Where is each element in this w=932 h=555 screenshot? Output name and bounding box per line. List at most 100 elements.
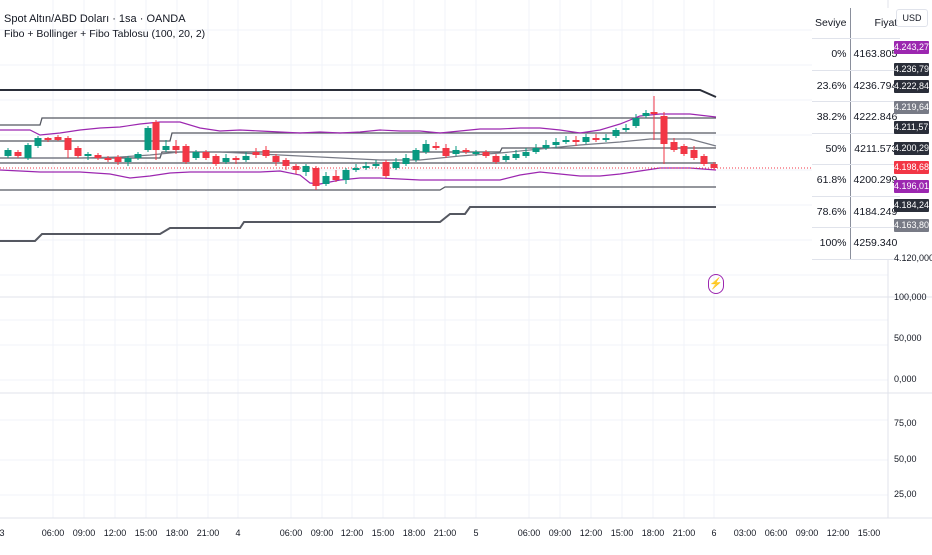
candle-body bbox=[114, 157, 122, 162]
candle-body bbox=[302, 166, 310, 172]
candle-body bbox=[402, 158, 410, 164]
lightning-icon[interactable]: ⚡ bbox=[708, 274, 724, 294]
price-tag[interactable]: 4.243,273 bbox=[894, 41, 932, 54]
time-axis-label[interactable]: 18:00 bbox=[641, 528, 665, 538]
time-axis-label[interactable]: 4 bbox=[235, 528, 241, 538]
fibo-line-50 bbox=[0, 147, 716, 159]
time-axis-label[interactable]: 06:00 bbox=[279, 528, 303, 538]
fibo-table: Seviye Fiyat 0% 4163.805 23.6% 4236.794 38… bbox=[812, 8, 901, 260]
fibo-level: 50% bbox=[812, 133, 851, 165]
candle-body bbox=[392, 162, 400, 168]
time-axis-label[interactable]: 03:00 bbox=[733, 528, 757, 538]
chart-legend[interactable]: Spot Altın/ABD Doları · 1sa · OANDA Fibo… bbox=[4, 12, 205, 42]
candle-body bbox=[332, 176, 340, 180]
time-axis-label[interactable]: 06:00 bbox=[41, 528, 65, 538]
time-axis-label[interactable]: 06:00 bbox=[764, 528, 788, 538]
candle-body bbox=[452, 150, 460, 154]
candle-body bbox=[462, 150, 470, 152]
time-axis-label[interactable]: 12:00 bbox=[103, 528, 127, 538]
time-axis-label[interactable]: 3 bbox=[0, 528, 5, 538]
price-tag[interactable]: 4.198,685 bbox=[894, 161, 932, 174]
pane3-axis-label[interactable]: 25,00 bbox=[894, 489, 917, 499]
fibo-row: 50% 4211.573 bbox=[812, 133, 901, 165]
fibo-line-top bbox=[0, 89, 717, 98]
candle-body bbox=[382, 162, 390, 176]
price-tag[interactable]: 4.184,249 bbox=[894, 199, 932, 212]
indicator-title[interactable]: Fibo + Bollinger + Fibo Tablosu (100, 20… bbox=[4, 28, 206, 40]
time-axis-label[interactable]: 15:00 bbox=[857, 528, 881, 538]
pane2-axis-label[interactable]: 50,000 bbox=[894, 333, 922, 343]
time-axis-label[interactable]: 21:00 bbox=[196, 528, 220, 538]
candle-body bbox=[282, 160, 290, 166]
candle-body bbox=[710, 164, 718, 168]
time-axis-label[interactable]: 21:00 bbox=[672, 528, 696, 538]
candle-body bbox=[582, 137, 590, 142]
currency-button[interactable]: USD bbox=[896, 9, 928, 27]
pane3-axis-label[interactable]: 75,00 bbox=[894, 418, 917, 428]
price-tag[interactable]: 4.222,846 bbox=[894, 80, 932, 93]
pane2-axis-label[interactable]: 100,000 bbox=[894, 292, 927, 302]
candle-body bbox=[502, 156, 510, 160]
time-axis-label[interactable]: 12:00 bbox=[579, 528, 603, 538]
time-axis-label[interactable]: 09:00 bbox=[72, 528, 96, 538]
candlestick-series bbox=[4, 96, 718, 190]
candle-body bbox=[292, 166, 300, 170]
fibo-level: 23.6% bbox=[812, 70, 851, 102]
fibo-price: 4236.794 bbox=[850, 70, 901, 102]
time-axis-label[interactable]: 09:00 bbox=[310, 528, 334, 538]
candle-body bbox=[572, 140, 580, 142]
time-axis-label[interactable]: 18:00 bbox=[402, 528, 426, 538]
candle-body bbox=[622, 128, 630, 130]
candle-body bbox=[322, 176, 330, 184]
candle-body bbox=[44, 138, 52, 140]
fibo-level: 0% bbox=[812, 38, 851, 71]
bollinger-middle-band bbox=[0, 138, 717, 161]
candle-body bbox=[522, 152, 530, 156]
candle-body bbox=[14, 152, 22, 156]
candle-body bbox=[552, 142, 560, 145]
time-axis-label[interactable]: 5 bbox=[473, 528, 479, 538]
time-axis-label[interactable]: 15:00 bbox=[134, 528, 158, 538]
candle-body bbox=[342, 170, 350, 180]
candle-body bbox=[202, 152, 210, 158]
price-tag[interactable]: 4.163,805 bbox=[894, 219, 932, 232]
pane2-axis-label[interactable]: 0,000 bbox=[894, 374, 917, 384]
candle-body bbox=[94, 155, 102, 158]
candle-body bbox=[54, 137, 62, 140]
price-tag[interactable]: 4.200,299 bbox=[894, 142, 932, 155]
time-axis-label[interactable]: 21:00 bbox=[433, 528, 457, 538]
price-tag[interactable]: 4.196,014 bbox=[894, 180, 932, 193]
time-axis-label[interactable]: 15:00 bbox=[610, 528, 634, 538]
pane3-axis-label[interactable]: 50,00 bbox=[894, 454, 917, 464]
time-axis-label[interactable]: 15:00 bbox=[371, 528, 395, 538]
fibo-row: 23.6% 4236.794 bbox=[812, 70, 901, 102]
candle-body bbox=[372, 164, 380, 166]
time-axis-label[interactable]: 12:00 bbox=[340, 528, 364, 538]
symbol-title[interactable]: Spot Altın/ABD Doları · 1sa · OANDA bbox=[4, 13, 186, 25]
fibo-line-23 bbox=[0, 117, 716, 126]
time-axis-label[interactable]: 06:00 bbox=[517, 528, 541, 538]
fibo-price: 4222.846 bbox=[850, 101, 901, 134]
price-tag[interactable]: 4.219,644 bbox=[894, 101, 932, 114]
candle-body bbox=[542, 145, 550, 148]
fibo-line-78 bbox=[0, 186, 716, 191]
candle-body bbox=[592, 138, 600, 140]
price-axis-label[interactable]: 4.120,000 bbox=[894, 253, 932, 263]
fibo-table-header: Seviye Fiyat bbox=[812, 8, 901, 39]
fibo-price: 4184.249 bbox=[850, 196, 901, 228]
time-axis-label[interactable]: 18:00 bbox=[165, 528, 189, 538]
time-axis-label[interactable]: 6 bbox=[711, 528, 717, 538]
candle-body bbox=[312, 168, 320, 186]
candle-body bbox=[632, 118, 640, 126]
time-axis-label[interactable]: 12:00 bbox=[826, 528, 850, 538]
candle-body bbox=[492, 156, 500, 162]
time-axis-label[interactable]: 09:00 bbox=[795, 528, 819, 538]
price-tag[interactable]: 4.211,573 bbox=[894, 121, 932, 134]
price-tag[interactable]: 4.236,794 bbox=[894, 63, 932, 76]
candle-body bbox=[602, 138, 610, 140]
time-axis-label[interactable]: 09:00 bbox=[548, 528, 572, 538]
fibo-level: 100% bbox=[812, 227, 851, 260]
bollinger-upper-band bbox=[0, 113, 717, 136]
